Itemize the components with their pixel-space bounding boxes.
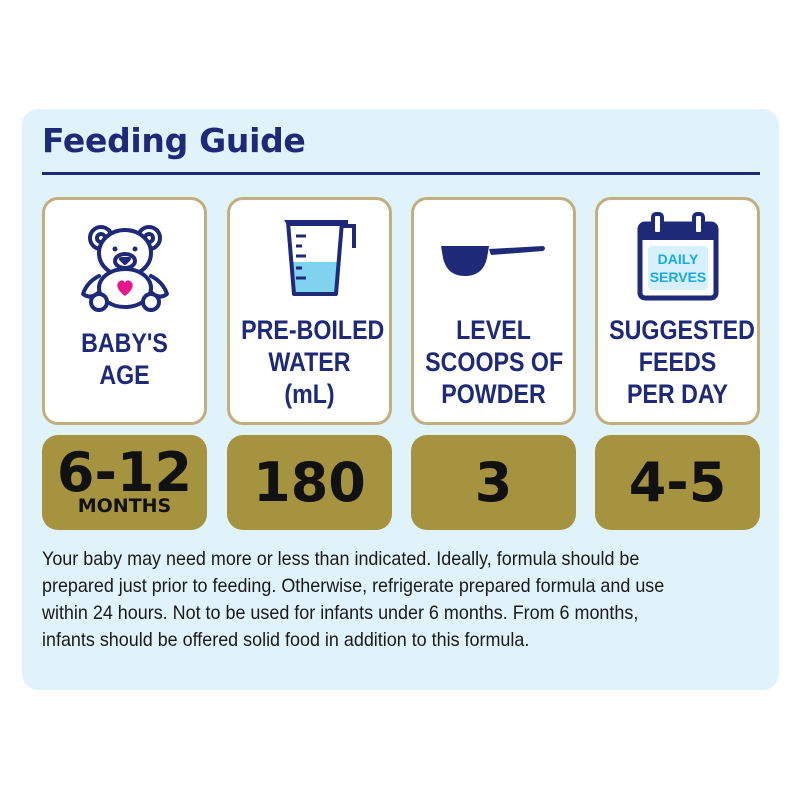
label-babys-age: BABY'S AGE (81, 328, 168, 390)
value-box-water: 180 (227, 435, 392, 530)
calendar-text-line-2: SERVES (649, 269, 706, 285)
page-title: Feeding Guide (42, 121, 306, 160)
value-feeds: 4-5 (628, 451, 727, 514)
value-box-scoops: 3 (411, 435, 576, 530)
teddy-bear-icon (80, 225, 169, 312)
value-water: 180 (253, 451, 366, 514)
card-scoops: LEVEL SCOOPS OF POWDER (411, 197, 576, 425)
title-divider (42, 172, 760, 175)
scoop-icon (440, 246, 545, 276)
card-babys-age: BABY'S AGE (42, 197, 207, 425)
card-water: PRE-BOILED WATER (mL) (227, 197, 392, 425)
heart-icon (116, 280, 133, 296)
note-line: within 24 hours. Not to be used for infa… (42, 602, 639, 624)
value-box-feeds: 4-5 (595, 435, 760, 530)
calendar-text-line-1: DAILY (657, 251, 698, 267)
note-line: Your baby may need more or less than ind… (42, 548, 640, 570)
feeding-guide-panel: Feeding Guide (22, 109, 779, 690)
value-box-babys-age: 6-12 MONTHS (42, 435, 207, 530)
note-line: prepared just prior to feeding. Otherwis… (42, 575, 665, 597)
feeding-note: Your baby may need more or less than ind… (42, 546, 762, 654)
calendar-icon: DAILY SERVES (637, 212, 718, 301)
card-feeds: DAILY SERVES SUGGESTED FEEDS PER DAY (595, 197, 760, 425)
value-scoops: 3 (474, 451, 513, 514)
note-line: infants should be offered solid food in … (42, 629, 530, 651)
label-water: PRE-BOILED WATER (mL) (241, 315, 385, 409)
measuring-jug-icon (283, 220, 356, 296)
label-scoops: LEVEL SCOOPS OF POWDER (425, 315, 564, 409)
value-unit-months: MONTHS (77, 495, 172, 517)
label-feeds: SUGGESTED FEEDS PER DAY (609, 315, 755, 409)
value-babys-age: 6-12 (56, 441, 193, 504)
